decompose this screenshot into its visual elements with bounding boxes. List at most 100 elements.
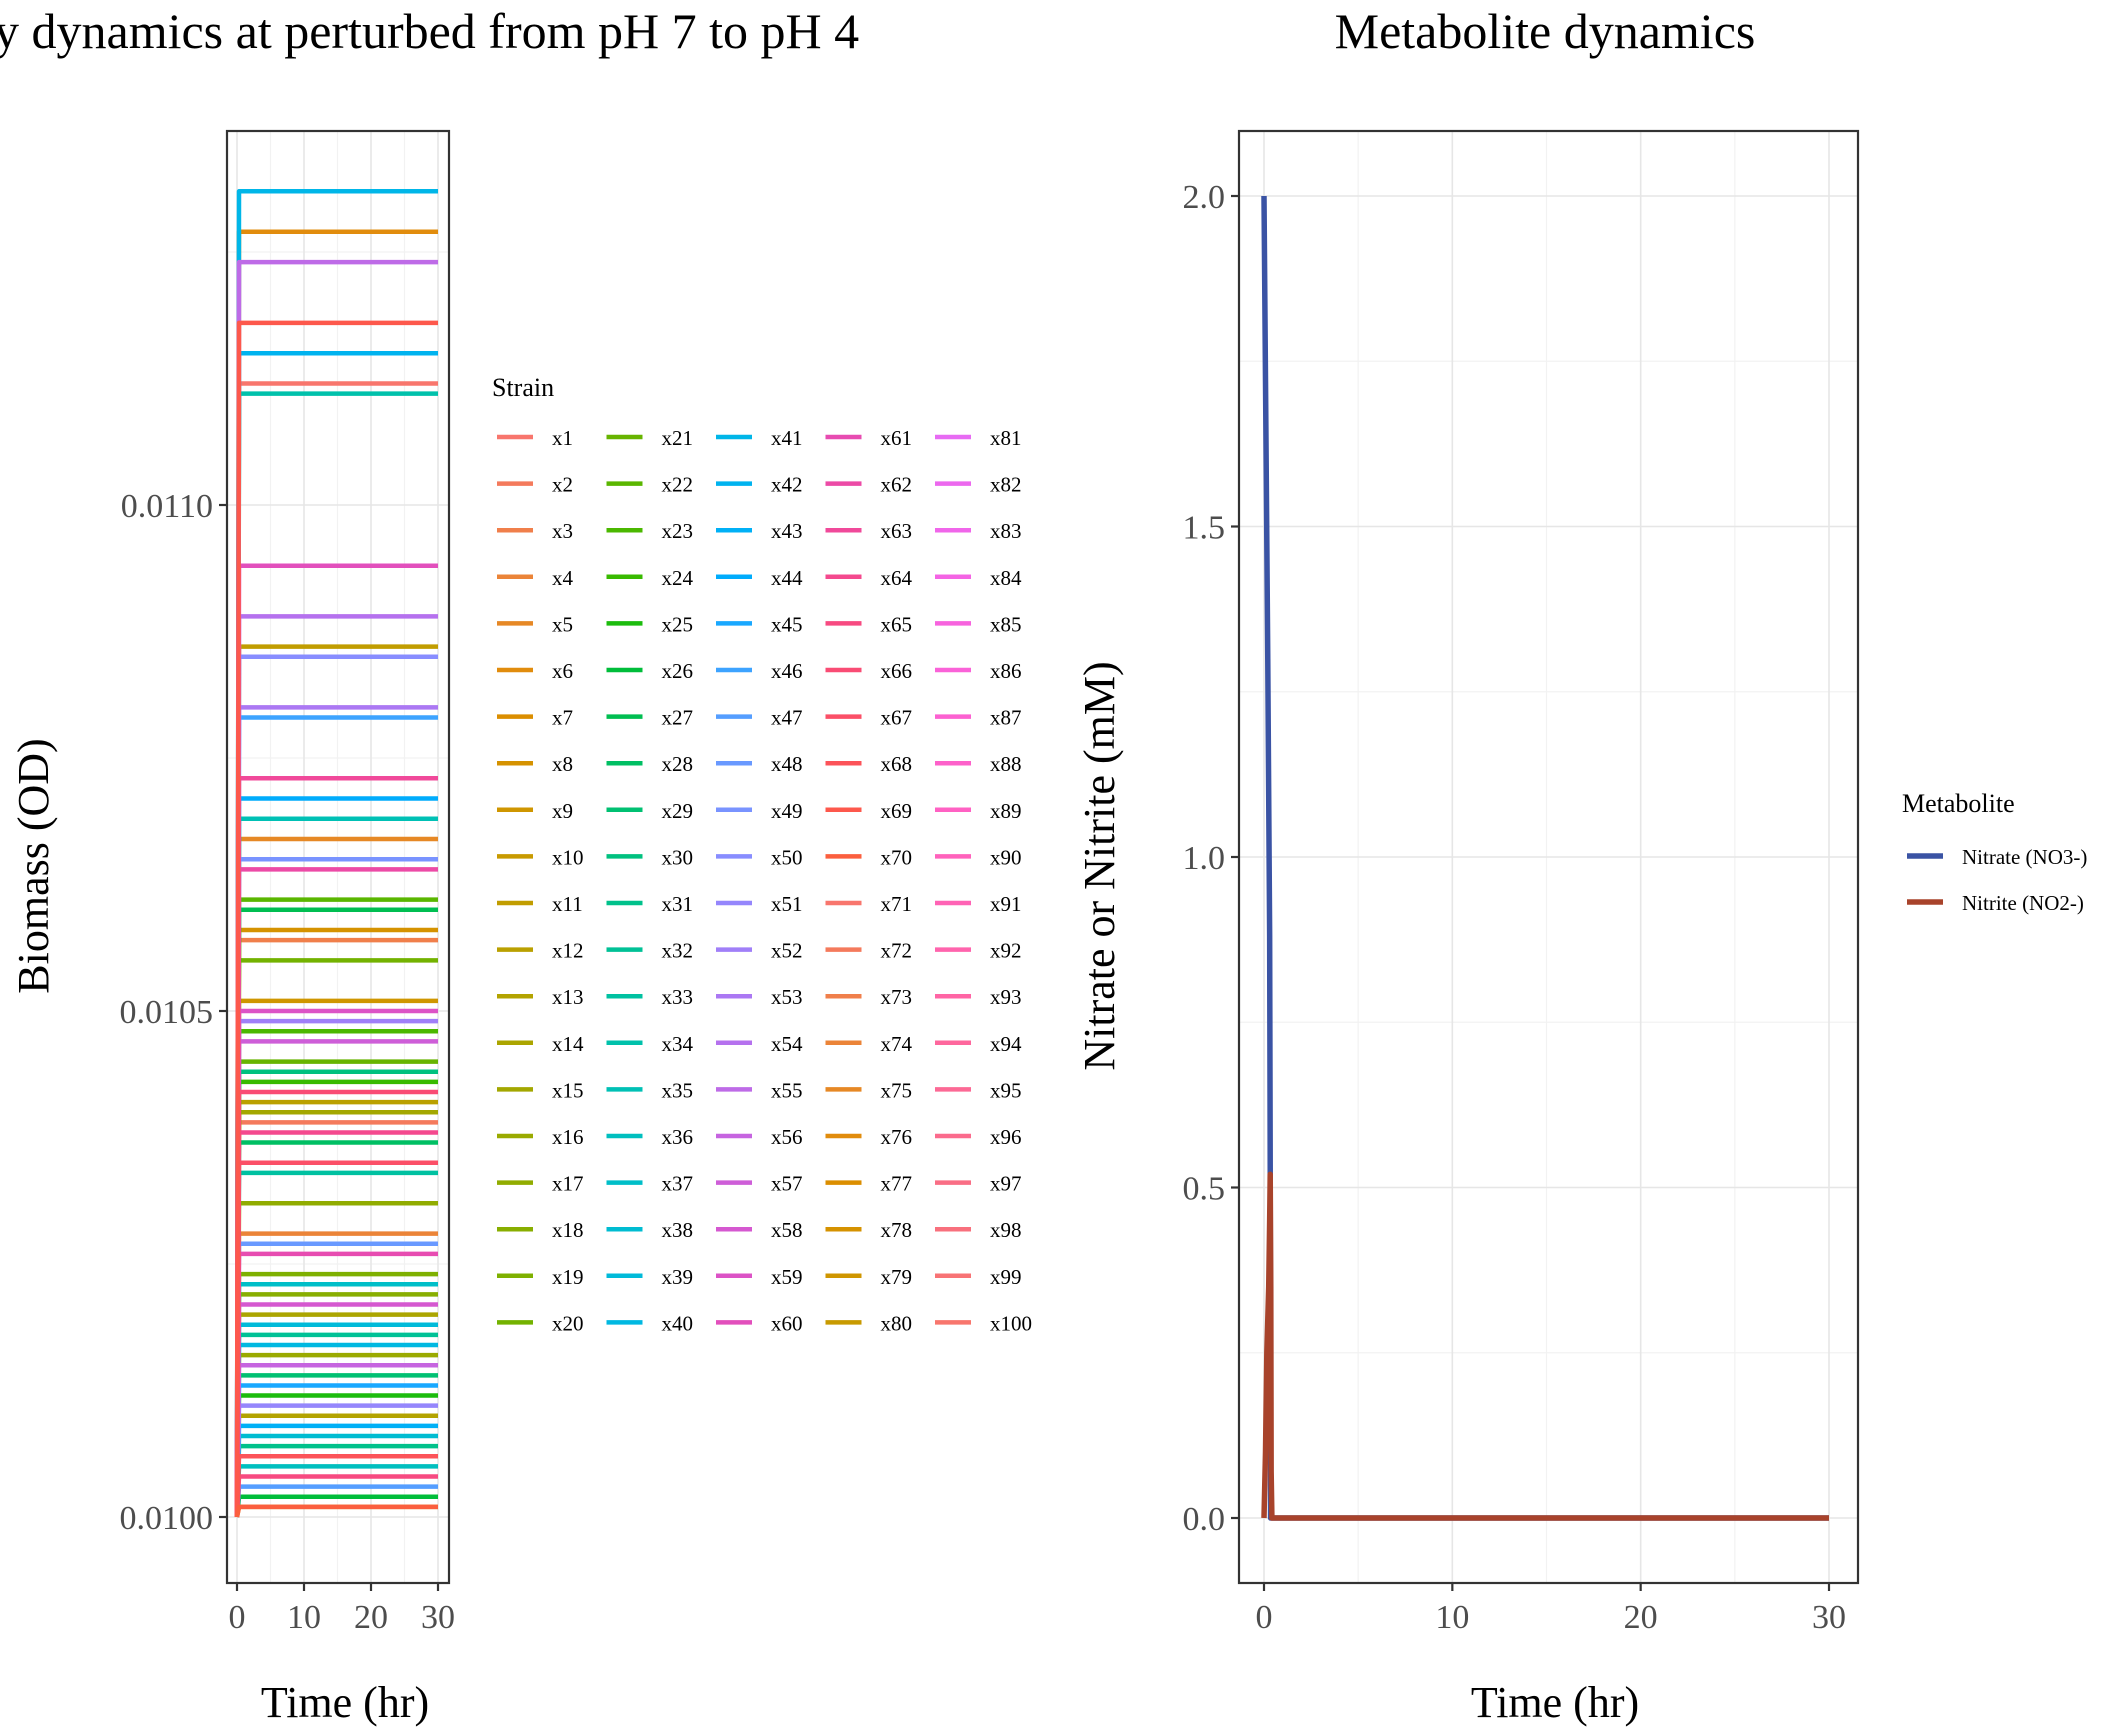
strain-legend-label: x13 (552, 985, 584, 1009)
strain-legend-label: x6 (552, 659, 573, 683)
metabolite-xlabel: Time (hr) (1471, 1678, 1639, 1727)
strain-legend-label: x18 (552, 1218, 584, 1242)
strain-legend-label: x75 (881, 1078, 913, 1102)
strain-legend-label: x58 (771, 1218, 803, 1242)
strain-legend-label: x78 (881, 1218, 913, 1242)
strain-legend-label: x81 (990, 426, 1022, 450)
strain-legend-label: x97 (990, 1172, 1022, 1196)
strain-legend-label: x24 (662, 566, 694, 590)
strain-legend-label: x1 (552, 426, 573, 450)
metabolite-title: Metabolite dynamics (1335, 3, 1756, 59)
strain-legend-label: x61 (881, 426, 913, 450)
strain-legend-label: x50 (771, 845, 803, 869)
strain-legend-label: x72 (881, 939, 913, 963)
metabolite-x-tick-label: 10 (1435, 1599, 1469, 1636)
strain-legend-label: x28 (662, 752, 694, 776)
strain-legend-label: x98 (990, 1218, 1022, 1242)
strain-legend-label: x56 (771, 1125, 803, 1149)
strain-legend-label: x73 (881, 985, 913, 1009)
metabolite-legend-keys: Nitrate (NO3-) Nitrite (NO2-) (1907, 845, 2087, 915)
strain-legend-label: x22 (662, 473, 694, 497)
biomass-y-tick-label: 0.0100 (120, 1500, 214, 1537)
strain-legend-label: x99 (990, 1265, 1022, 1289)
strain-legend-label: x55 (771, 1078, 803, 1102)
strain-legend-label: x63 (881, 519, 913, 543)
strain-legend-label: x7 (552, 706, 573, 730)
strain-legend-label: x59 (771, 1265, 803, 1289)
strain-legend-keys: x1 x2 x3 x4 x5 x6 x7 x8 x9 x10 x11 x12 x13 x14 x15 x16 x… (497, 426, 1032, 1335)
strain-legend-label: x36 (662, 1125, 694, 1149)
strain-legend-label: x48 (771, 752, 803, 776)
metabolite-y-tick-label: 1.5 (1183, 510, 1226, 547)
strain-legend-label: x3 (552, 519, 573, 543)
metabolite-axes: 0.0 0.5 1.0 1.5 2.0 0 10 20 30 (1183, 179, 1847, 1636)
strain-legend-label: x30 (662, 845, 694, 869)
strain-legend-label: x10 (552, 845, 584, 869)
metabolite-series (1261, 195, 1829, 1521)
strain-legend-label: x25 (662, 612, 694, 636)
metabolite-legend-label: Nitrate (NO3-) (1962, 845, 2087, 869)
biomass-xlabel: Time (hr) (261, 1678, 429, 1727)
strain-legend-label: x33 (662, 985, 694, 1009)
strain-legend-label: x57 (771, 1172, 803, 1196)
strain-legend-label: x90 (990, 845, 1022, 869)
strain-legend-label: x60 (771, 1311, 803, 1335)
strain-legend-label: x23 (662, 519, 694, 543)
strain-legend-label: x41 (771, 426, 803, 450)
strain-legend-label: x47 (771, 706, 803, 730)
strain-legend-label: x42 (771, 473, 803, 497)
strain-legend-label: x15 (552, 1078, 584, 1102)
strain-legend-label: x79 (881, 1265, 913, 1289)
strain-legend-label: x26 (662, 659, 694, 683)
strain-legend-label: x95 (990, 1078, 1022, 1102)
strain-legend: Strain x1 x2 x3 x4 x5 x6 x7 x8 x9 x10 x11 x12 x13 x14… (492, 373, 1032, 1335)
biomass-ylabel: Biomass (OD) (9, 738, 58, 993)
strain-legend-label: x40 (662, 1311, 694, 1335)
strain-legend-label: x88 (990, 752, 1022, 776)
strain-legend-label: x34 (662, 1032, 694, 1056)
strain-legend-label: x29 (662, 799, 694, 823)
strain-legend-label: x85 (990, 612, 1022, 636)
strain-legend-label: x87 (990, 706, 1022, 730)
biomass-x-tick-label: 30 (421, 1599, 455, 1636)
strain-legend-label: x66 (881, 659, 913, 683)
biomass-y-tick-label: 0.0110 (121, 488, 213, 525)
strain-legend-label: x65 (881, 612, 913, 636)
biomass-title: y dynamics at perturbed from pH 7 to pH … (0, 3, 859, 59)
strain-legend-label: x20 (552, 1311, 584, 1335)
strain-legend-label: x4 (552, 566, 574, 590)
strain-legend-label: x16 (552, 1125, 584, 1149)
biomass-series-line (234, 1504, 438, 1518)
strain-legend-label: x80 (881, 1311, 913, 1335)
strain-legend-label: x9 (552, 799, 573, 823)
strain-legend-title: Strain (492, 373, 554, 402)
strain-legend-label: x93 (990, 985, 1022, 1009)
strain-legend-label: x86 (990, 659, 1022, 683)
strain-legend-label: x2 (552, 473, 573, 497)
strain-legend-label: x74 (881, 1032, 913, 1056)
metabolite-ylabel: Nitrate or Nitrite (mM) (1075, 661, 1124, 1070)
metabolite-series-line (1261, 1171, 1829, 1521)
strain-legend-label: x92 (990, 939, 1022, 963)
strain-legend-label: x37 (662, 1172, 694, 1196)
strain-legend-label: x19 (552, 1265, 584, 1289)
strain-legend-label: x96 (990, 1125, 1022, 1149)
strain-legend-label: x11 (552, 892, 583, 916)
strain-legend-label: x76 (881, 1125, 913, 1149)
strain-legend-label: x69 (881, 799, 913, 823)
metabolite-x-tick-label: 0 (1256, 1599, 1273, 1636)
metabolite-x-tick-label: 20 (1624, 1599, 1658, 1636)
strain-legend-label: x100 (990, 1311, 1032, 1335)
biomass-plot-border (225, 129, 451, 1585)
strain-legend-label: x89 (990, 799, 1022, 823)
metabolite-legend: Metabolite Nitrate (NO3-) Nitrite (NO2-) (1902, 789, 2087, 915)
strain-legend-label: x31 (662, 892, 694, 916)
strain-legend-label: x67 (881, 706, 913, 730)
strain-legend-label: x43 (771, 519, 803, 543)
strain-legend-label: x21 (662, 426, 694, 450)
strain-legend-label: x32 (662, 939, 694, 963)
strain-legend-label: x44 (771, 566, 803, 590)
metabolite-legend-title: Metabolite (1902, 789, 2015, 818)
biomass-axes: 0.0100 0.0105 0.0110 0 10 20 30 (120, 488, 456, 1636)
strain-legend-label: x12 (552, 939, 584, 963)
